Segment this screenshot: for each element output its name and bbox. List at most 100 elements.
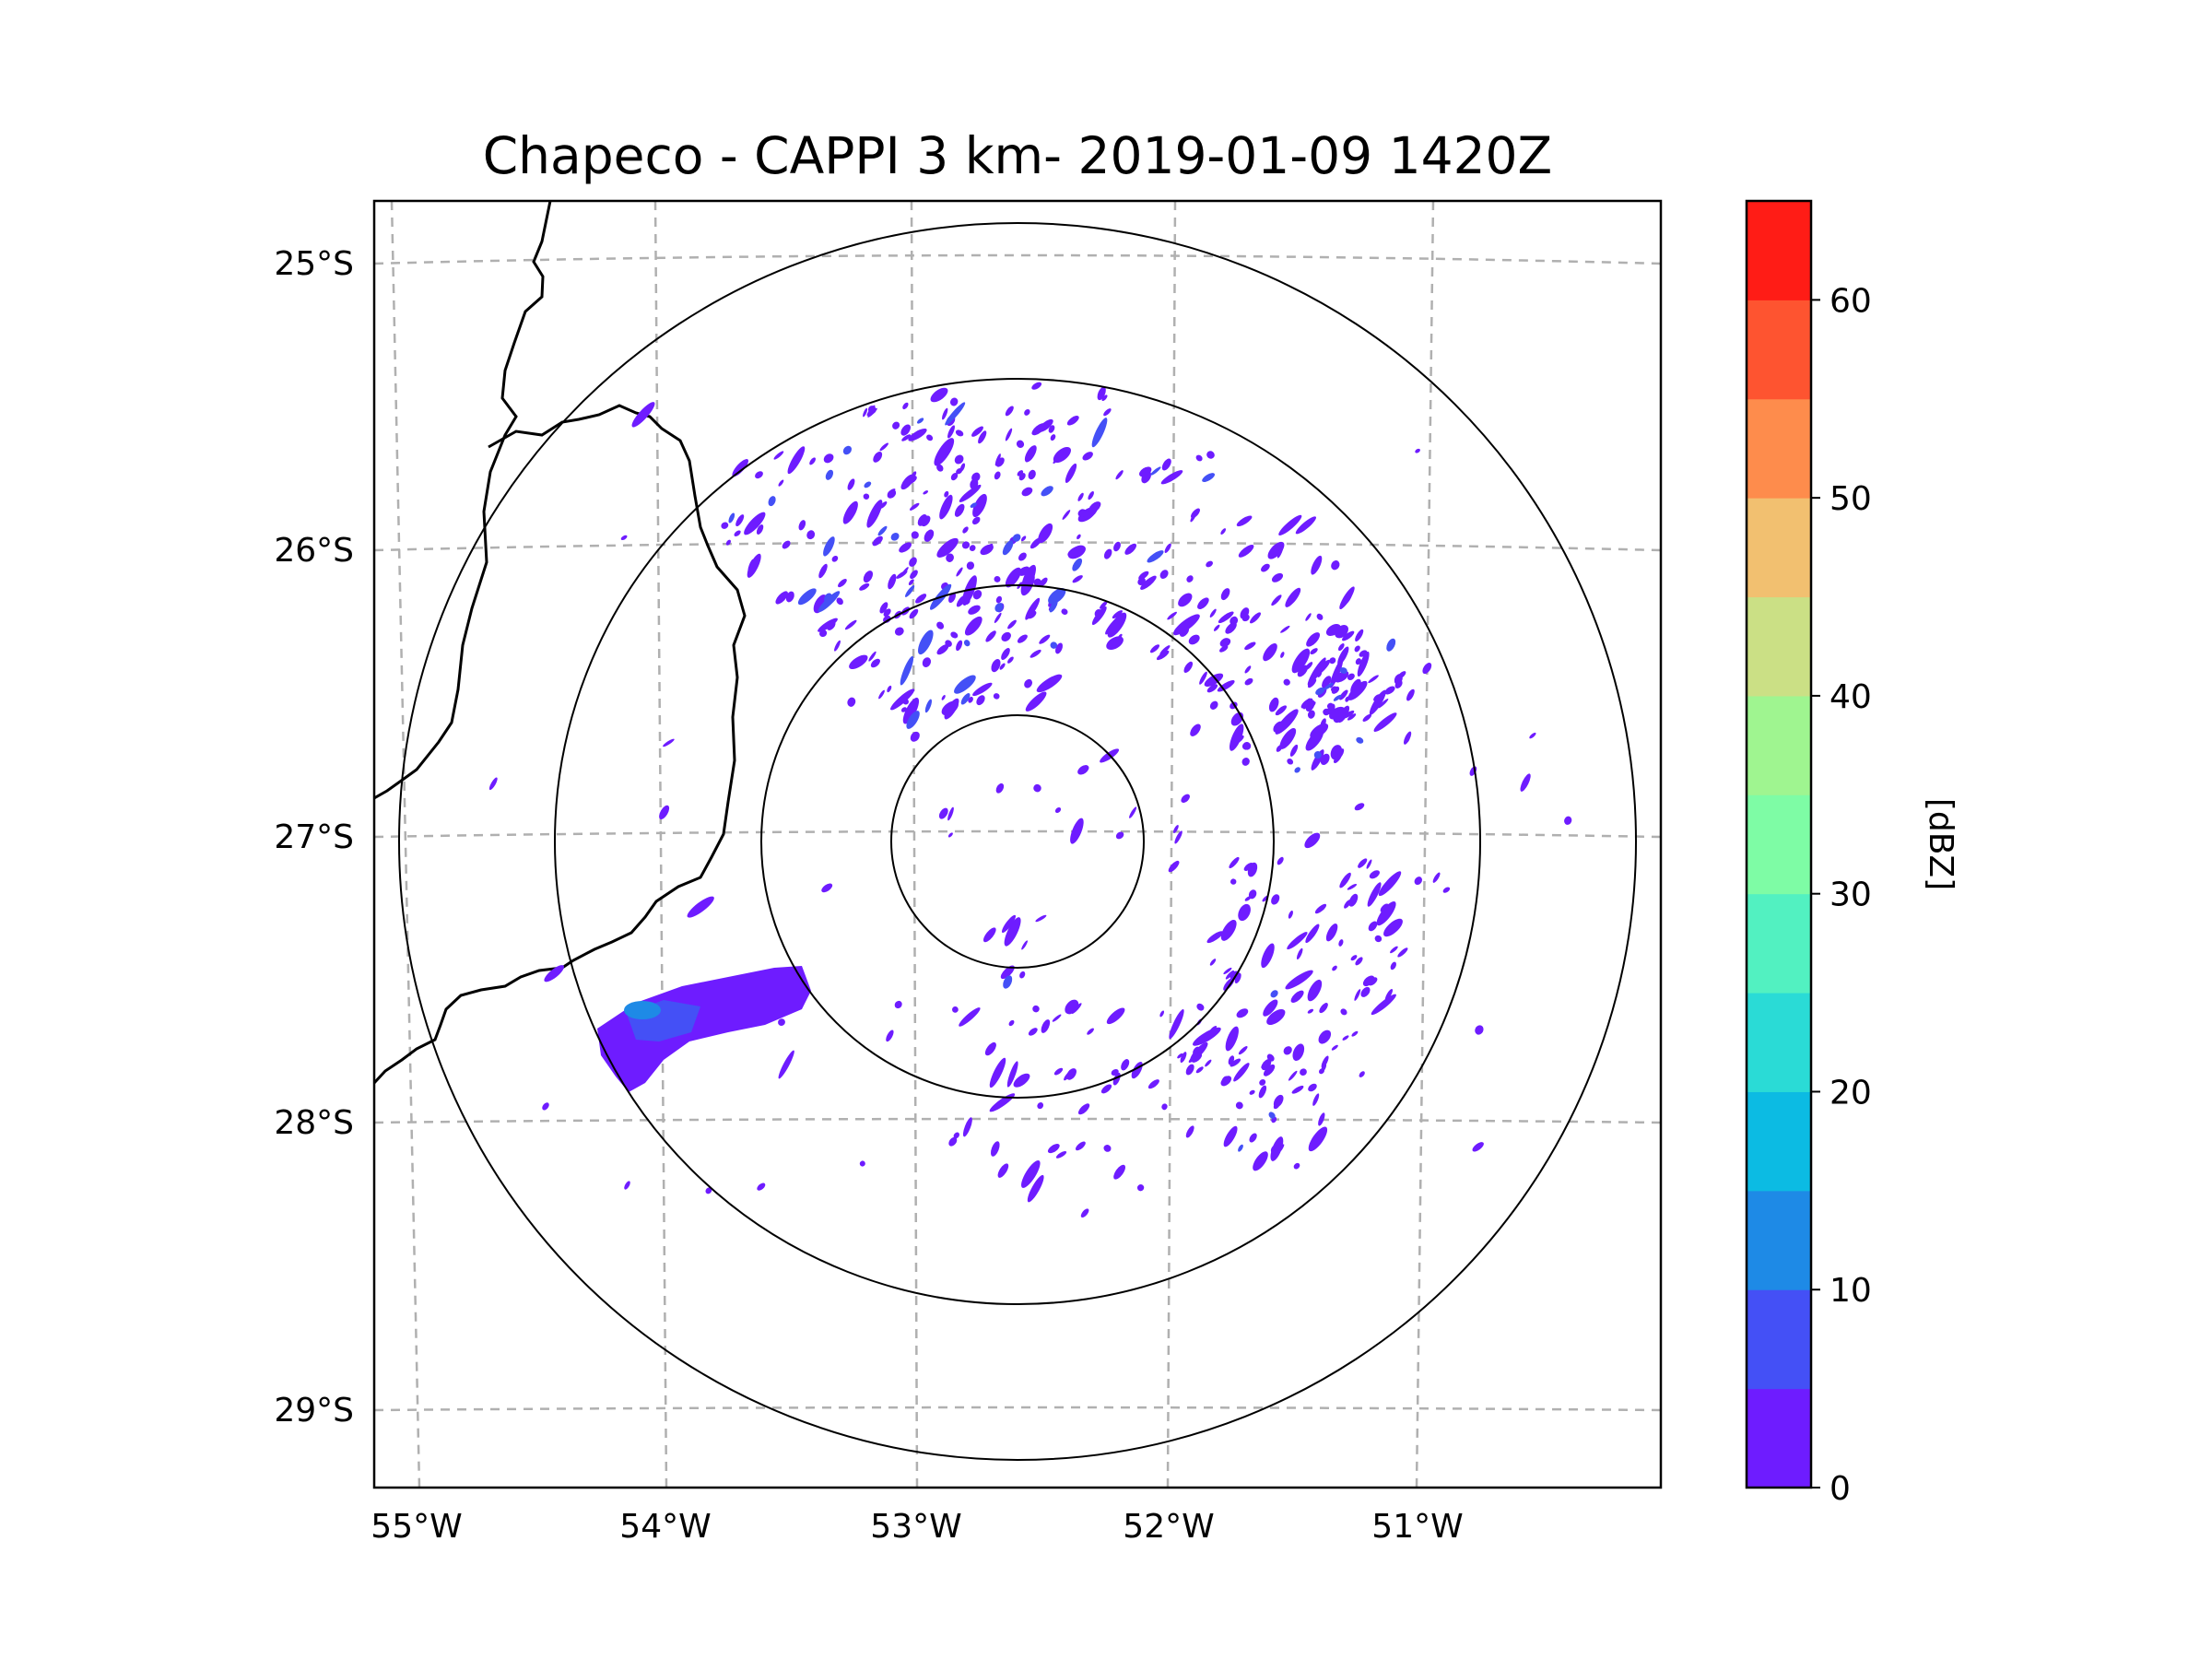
radar-echo xyxy=(955,429,964,437)
radar-echo xyxy=(1147,550,1164,563)
radar-echo xyxy=(1195,454,1203,462)
radar-echo xyxy=(1017,634,1028,643)
radar-echo xyxy=(1238,1144,1243,1152)
radar-echo xyxy=(968,696,973,703)
radar-echo xyxy=(1190,1041,1208,1062)
radar-echo xyxy=(969,545,976,551)
colorbar: 0 10 20 30 40 50 60 [dBZ] xyxy=(1745,199,1959,1508)
radar-echo xyxy=(1225,970,1234,980)
lat-tick-labels: 25°S 26°S 27°S 28°S 29°S xyxy=(274,245,354,1430)
radar-echo xyxy=(942,407,948,420)
radar-echo xyxy=(1062,510,1071,520)
radar-echo xyxy=(1283,1046,1292,1055)
radar-echo xyxy=(1342,630,1355,641)
radar-echo xyxy=(1019,971,1026,979)
radar-echo xyxy=(954,675,976,694)
radar-echo xyxy=(1048,588,1066,605)
radar-echo xyxy=(1472,1142,1484,1152)
radar-echo xyxy=(757,1182,766,1191)
radar-echo xyxy=(926,434,934,441)
radar-echo xyxy=(849,654,868,670)
radar-echo xyxy=(994,575,1001,582)
radar-echo xyxy=(725,539,731,546)
radar-echo xyxy=(887,685,892,693)
radar-echo xyxy=(1307,710,1315,719)
radar-echo xyxy=(970,478,979,489)
radar-echo xyxy=(1183,661,1194,673)
radar-echo xyxy=(1348,893,1359,907)
radar-echo xyxy=(1316,613,1324,620)
radar-echo xyxy=(1186,575,1194,582)
radar-echo xyxy=(994,453,1001,466)
radar-echo xyxy=(1277,1144,1285,1153)
radar-echo xyxy=(1241,757,1250,766)
radar-echo xyxy=(778,1050,794,1079)
radar-echo xyxy=(1308,1083,1317,1092)
radar-echo xyxy=(936,537,959,558)
radar-echo xyxy=(1351,1030,1359,1037)
colorbar-segment xyxy=(1747,893,1811,994)
radar-echo xyxy=(1033,578,1041,586)
radar-echo xyxy=(847,697,856,707)
radar-echo xyxy=(806,530,816,540)
radar-echo xyxy=(939,494,953,520)
radar-echo xyxy=(1342,1035,1349,1041)
radar-echo xyxy=(894,627,904,636)
radar-echo xyxy=(1209,1025,1218,1033)
radar-echo xyxy=(1261,563,1270,572)
radar-echo xyxy=(1113,541,1121,552)
radar-echo xyxy=(782,540,791,549)
echo-band-southwest xyxy=(597,966,811,1092)
radar-echo xyxy=(888,573,897,590)
radar-echo xyxy=(859,1160,865,1167)
radar-echo xyxy=(954,454,964,465)
radar-echo xyxy=(663,738,675,747)
radar-echo xyxy=(1065,463,1077,483)
radar-echo xyxy=(747,553,761,578)
radar-echo xyxy=(1275,705,1288,716)
radar-echo xyxy=(1362,713,1372,722)
radar-echo xyxy=(968,605,981,615)
radar-echo xyxy=(1300,698,1313,709)
radar-echo xyxy=(1035,914,1047,923)
radar-echo xyxy=(1149,644,1160,653)
colorbar-segment xyxy=(1747,695,1811,795)
radar-echo xyxy=(1038,523,1053,544)
radar-echo xyxy=(705,1187,712,1194)
colorbar-segment xyxy=(1747,794,1811,895)
radar-echo xyxy=(1271,894,1280,905)
radar-echo xyxy=(947,425,955,439)
radar-echo xyxy=(1277,545,1284,559)
radar-echo xyxy=(1032,1005,1040,1013)
radar-echo xyxy=(1324,682,1334,690)
radar-echo xyxy=(1106,1007,1125,1025)
radar-echo xyxy=(1338,939,1344,947)
radar-echo xyxy=(1244,896,1252,901)
radar-echo xyxy=(1052,1014,1062,1022)
map-area xyxy=(374,201,1661,1488)
radar-echo xyxy=(900,707,907,712)
radar-echo xyxy=(1268,697,1279,712)
radar-echo xyxy=(1422,663,1432,675)
radar-echo xyxy=(868,651,877,662)
radar-echo xyxy=(1199,671,1207,685)
radar-echo xyxy=(1033,783,1041,793)
radar-echo xyxy=(755,471,763,479)
radar-echo xyxy=(1053,456,1060,465)
radar-echo xyxy=(886,1030,894,1042)
colorbar-tick-label: 0 xyxy=(1830,1470,1851,1508)
radar-echo xyxy=(1288,1070,1298,1081)
radar-echo xyxy=(1024,445,1037,463)
radar-echo xyxy=(1290,990,1304,1003)
radar-echo xyxy=(863,571,874,583)
radar-echo xyxy=(1333,694,1342,701)
radar-echo xyxy=(1390,946,1398,954)
radar-echo xyxy=(1520,773,1531,792)
radar-echo xyxy=(1156,650,1170,661)
radar-echo xyxy=(1321,1063,1327,1072)
radar-echo xyxy=(1313,751,1322,759)
lon-tick-label: 52°W xyxy=(1123,1508,1214,1546)
radar-echo xyxy=(900,655,914,686)
radar-echo xyxy=(798,520,806,531)
radar-echo xyxy=(1354,645,1360,653)
